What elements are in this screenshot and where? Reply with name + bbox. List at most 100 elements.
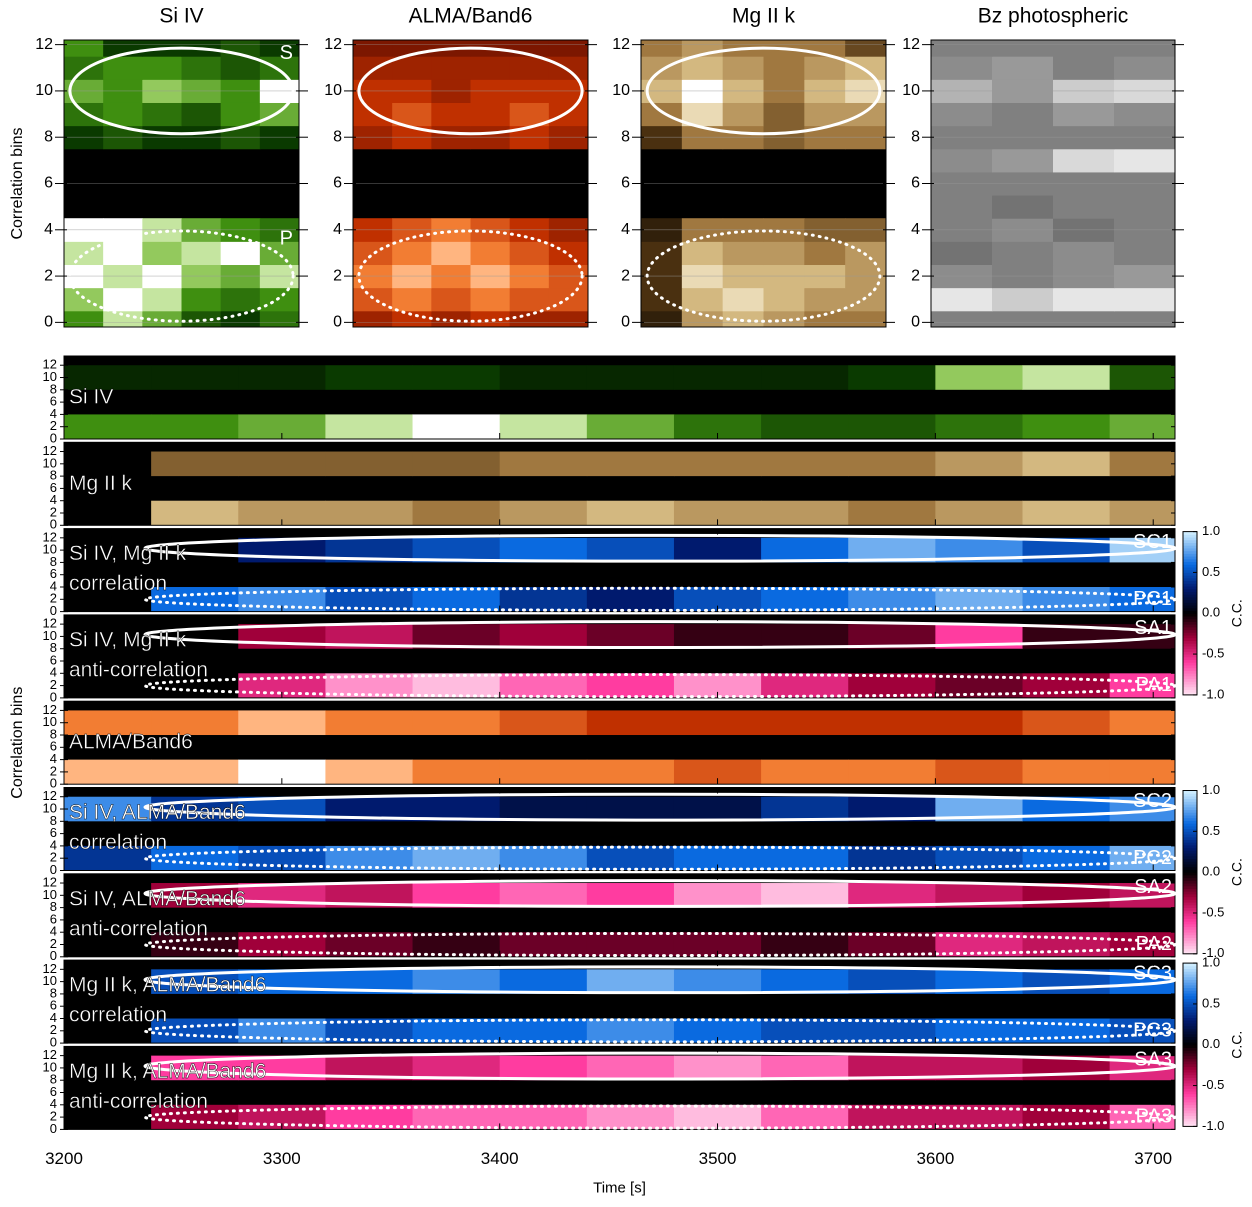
heatmap-cell bbox=[1109, 587, 1176, 612]
colorbar-step bbox=[1183, 1096, 1197, 1100]
colorbar-step bbox=[1183, 1036, 1197, 1040]
heatmap-cell bbox=[64, 310, 104, 328]
colorbar-step bbox=[1183, 990, 1197, 994]
colorbar-step bbox=[1183, 561, 1197, 565]
heatmap-cell bbox=[935, 500, 1024, 526]
colorbar-step bbox=[1183, 553, 1197, 557]
heatmap-cell bbox=[804, 310, 846, 328]
heatmap-cell bbox=[64, 1055, 152, 1081]
colorbar-step bbox=[1183, 675, 1197, 680]
y-tick-label: 12 bbox=[43, 874, 57, 889]
heatmap-cell bbox=[1114, 40, 1176, 57]
colorbar-step bbox=[1183, 984, 1197, 989]
colorbar-step bbox=[1183, 971, 1197, 975]
colorbar-step bbox=[1183, 798, 1197, 802]
y-tick-label: 8 bbox=[50, 381, 57, 396]
heatmap-cell bbox=[64, 1018, 152, 1044]
colorbar-tick-label: -1.0 bbox=[1202, 686, 1224, 701]
heatmap-cell bbox=[761, 537, 849, 563]
heatmap-cell bbox=[412, 500, 501, 526]
y-tick-label: 8 bbox=[50, 640, 57, 655]
region-outline bbox=[143, 586, 1177, 612]
y-tick-label: 2 bbox=[50, 677, 57, 692]
panel-title: Bz photospheric bbox=[978, 5, 1129, 28]
y-tick-label: 2 bbox=[50, 1109, 57, 1124]
y-tick-label: 10 bbox=[43, 714, 57, 729]
heatmap-cell bbox=[992, 310, 1054, 328]
heatmap-cell bbox=[586, 796, 675, 822]
colorbar-step bbox=[1183, 1066, 1197, 1070]
colorbar-step bbox=[1183, 1107, 1197, 1111]
colorbar-step bbox=[1183, 809, 1197, 813]
y-tick-label: 2 bbox=[50, 591, 57, 606]
heatmap-cell bbox=[586, 883, 675, 908]
y-tick-label: 8 bbox=[621, 128, 630, 145]
heatmap-cell bbox=[1109, 710, 1176, 736]
colorbar-tick-label: 0.5 bbox=[1202, 823, 1220, 838]
x-tick-label: 3300 bbox=[263, 1149, 301, 1168]
colorbar-step bbox=[1183, 801, 1197, 805]
heatmap-cell bbox=[848, 451, 936, 477]
heatmap-cell bbox=[761, 883, 849, 908]
y-tick-label: 6 bbox=[44, 175, 53, 192]
colorbar-step bbox=[1183, 937, 1197, 941]
colorbar-step bbox=[1183, 575, 1197, 579]
heatmap-cell bbox=[64, 969, 152, 994]
heatmap-cell bbox=[992, 195, 1054, 219]
colorbar-step bbox=[1183, 1082, 1197, 1087]
y-tick-label: 0 bbox=[50, 689, 57, 704]
heatmap-cell bbox=[64, 102, 104, 127]
heatmap-cell bbox=[509, 102, 550, 127]
colorbar-step bbox=[1183, 874, 1197, 879]
heatmap-cell bbox=[64, 537, 152, 563]
colorbar-step bbox=[1183, 918, 1197, 922]
colorbar-step bbox=[1183, 842, 1197, 846]
colorbar-step bbox=[1183, 1012, 1197, 1016]
colorbar-step bbox=[1183, 795, 1197, 800]
heatmap-cell bbox=[220, 310, 261, 328]
colorbar-step bbox=[1183, 896, 1197, 900]
x-tick-label: 3500 bbox=[699, 1149, 737, 1168]
y-tick-label: 4 bbox=[50, 578, 57, 593]
colorbar-step bbox=[1183, 940, 1197, 944]
panel-frame bbox=[63, 528, 1176, 613]
panel-label: ALMA/Band6 bbox=[69, 731, 193, 754]
y-tick-label: 12 bbox=[902, 36, 920, 53]
heatmap-cell bbox=[804, 56, 846, 80]
colorbar-step bbox=[1183, 1061, 1197, 1065]
colorbar-step bbox=[1183, 577, 1197, 582]
heatmap-cell bbox=[64, 932, 152, 957]
panel-frame bbox=[63, 787, 1176, 871]
heatmap-cell bbox=[220, 287, 261, 312]
heatmap-cell bbox=[64, 759, 152, 785]
heatmap-cell bbox=[1114, 287, 1176, 312]
heatmap-cell bbox=[641, 40, 683, 57]
y-tick-label: 8 bbox=[911, 128, 920, 145]
y-tick-label: 6 bbox=[50, 566, 57, 581]
panel-label: Si IV, ALMA/Band6 bbox=[69, 801, 246, 824]
heatmap-cell bbox=[761, 759, 849, 785]
heatmap-cell bbox=[848, 759, 936, 785]
heatmap-cell bbox=[259, 102, 300, 127]
heatmap-cell bbox=[586, 1104, 675, 1130]
y-tick-label: 6 bbox=[911, 175, 920, 192]
heatmap-cell bbox=[931, 148, 993, 173]
y-tick-label: 12 bbox=[612, 36, 630, 53]
colorbar-step bbox=[1183, 912, 1197, 917]
heatmap-cell bbox=[1109, 1018, 1176, 1044]
heatmap-cell bbox=[1053, 310, 1115, 328]
heatmap-cell bbox=[1053, 241, 1115, 266]
region-outline bbox=[68, 229, 295, 323]
y-tick-label: 0 bbox=[333, 314, 342, 331]
heatmap-cell bbox=[761, 1104, 849, 1130]
panel-frame bbox=[63, 700, 1176, 785]
colorbar-step bbox=[1183, 1017, 1197, 1021]
heatmap-cell bbox=[548, 241, 589, 266]
heatmap-cell bbox=[412, 932, 501, 957]
colorbar-step bbox=[1183, 1071, 1197, 1076]
colorbar-step bbox=[1183, 907, 1197, 911]
heatmap-cell bbox=[1109, 500, 1176, 526]
colorbar-step bbox=[1183, 902, 1197, 906]
colorbar-step bbox=[1183, 1044, 1197, 1048]
